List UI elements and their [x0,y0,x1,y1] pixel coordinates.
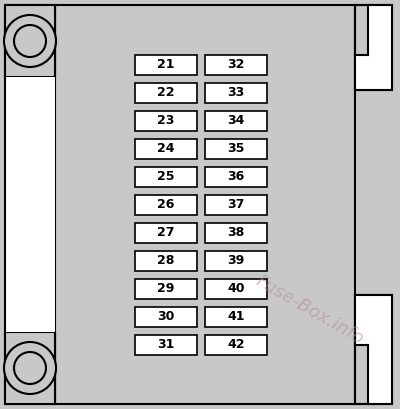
Text: 29: 29 [157,282,175,295]
Bar [205,250,267,270]
Bar [135,279,197,299]
Bar [5,77,55,332]
Bar [355,55,368,90]
Text: 37: 37 [227,198,245,211]
Bar [135,250,197,270]
Polygon shape [5,5,55,77]
Text: 32: 32 [227,58,245,71]
Text: 38: 38 [227,226,245,239]
Bar [205,195,267,214]
Bar [135,110,197,130]
Text: 30: 30 [157,310,175,323]
Bar [135,195,197,214]
Circle shape [14,352,46,384]
Bar [355,295,368,345]
Bar [355,5,392,90]
Polygon shape [5,332,55,404]
Text: 28: 28 [157,254,175,267]
Bar [355,295,392,404]
Bar [205,279,267,299]
Polygon shape [55,5,355,404]
Bar [368,295,392,404]
Text: Fuse-Box.info: Fuse-Box.info [253,272,367,348]
Text: 22: 22 [157,86,175,99]
Bar [135,139,197,159]
Text: 24: 24 [157,142,175,155]
Polygon shape [6,77,55,332]
Bar [135,306,197,326]
Text: 21: 21 [157,58,175,71]
Text: 31: 31 [157,338,175,351]
Text: 39: 39 [227,254,245,267]
Bar [135,54,197,74]
Bar [135,166,197,187]
Bar [5,332,55,404]
Text: 40: 40 [227,282,245,295]
Text: 36: 36 [227,170,245,183]
Text: 34: 34 [227,114,245,127]
Text: 35: 35 [227,142,245,155]
Bar [205,139,267,159]
Bar [355,5,392,90]
Text: 41: 41 [227,310,245,323]
Bar [135,83,197,103]
Text: 26: 26 [157,198,175,211]
Bar [135,335,197,355]
Bar [205,110,267,130]
Bar [368,5,392,90]
Text: 23: 23 [157,114,175,127]
Text: 27: 27 [157,226,175,239]
Bar [355,295,392,404]
Text: 42: 42 [227,338,245,351]
Bar [205,335,267,355]
Text: 25: 25 [157,170,175,183]
Bar [205,83,267,103]
Bar [205,54,267,74]
Text: 33: 33 [227,86,245,99]
Bar [5,5,55,77]
Circle shape [4,342,56,394]
Circle shape [14,25,46,57]
Bar [135,222,197,243]
Circle shape [4,15,56,67]
Bar [205,166,267,187]
Bar [205,222,267,243]
Bar [205,306,267,326]
